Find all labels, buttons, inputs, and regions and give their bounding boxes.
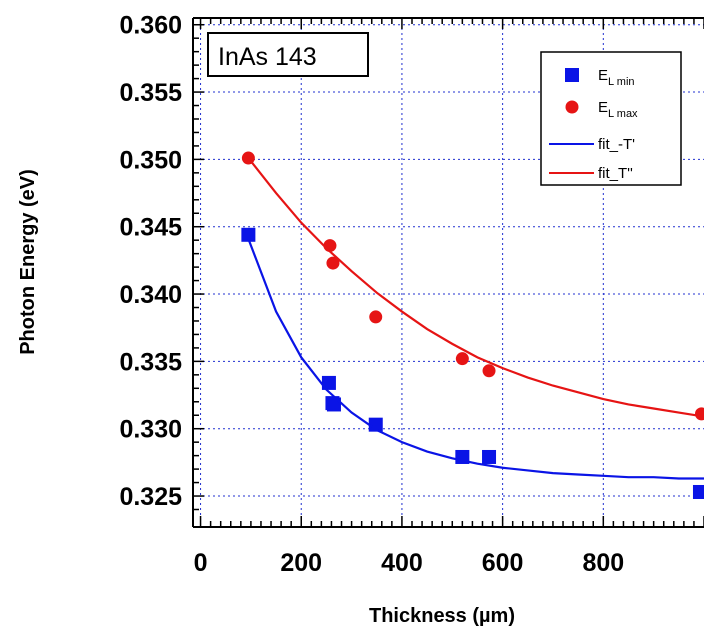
axis-ticks: 0 200 400 600 800 0.325 0.330 0.335 0.340 0.345 0.… [119,12,704,577]
legend-marker-square [565,68,579,82]
x-tick-label: 0 [194,549,208,577]
x-tick-label: 200 [280,549,322,577]
y-tick-label: 0.350 [119,146,182,174]
y-tick-label: 0.335 [119,348,182,376]
sample-label: InAs 143 [218,43,317,71]
y-tick-label: 0.330 [119,416,182,444]
data-point-square [482,449,497,464]
fit-line [247,157,704,418]
x-axis-title: Thickness (µm) [369,605,515,627]
fit-line [247,238,704,480]
legend-label: EL min [598,67,635,88]
data-point-square [241,227,256,242]
data-point-circle [326,256,340,270]
x-tick-label: 600 [482,549,524,577]
y-tick-label: 0.360 [119,12,182,40]
legend-marker-circle [565,100,579,114]
y-tick-label: 0.340 [119,281,182,309]
y-tick-label: 0.325 [119,483,182,511]
data-point-circle [369,310,383,324]
plot-series [241,151,704,499]
legend-label: fit_-T' [598,136,635,153]
x-tick-label: 800 [582,549,624,577]
y-axis-title: Photon Energy (eV) [17,169,39,355]
data-point-circle [482,364,496,378]
grid-lines [193,18,704,527]
data-point-square [692,484,704,499]
data-point-circle [694,407,704,421]
legend: EL min EL max fit_-T' fit_T'' [540,51,682,186]
legend-label: EL max [598,99,638,120]
data-point-square [321,375,336,390]
sample-label-box: InAs 143 [207,32,369,77]
y-tick-label: 0.345 [119,214,182,242]
x-tick-label: 400 [381,549,423,577]
legend-label: fit_T'' [598,165,633,182]
y-tick-label: 0.355 [119,79,182,107]
data-point-circle [455,352,469,366]
